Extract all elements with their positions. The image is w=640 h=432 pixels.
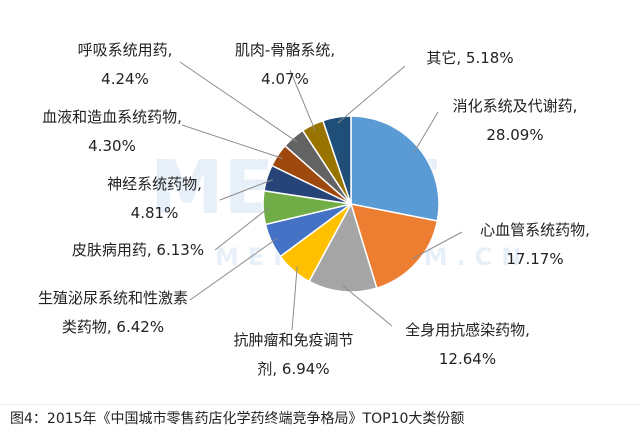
data-label: 肌肉-骨骼系统, 4.07% <box>234 41 336 88</box>
data-label: 生殖泌尿系统和性激素类药物, 6.42% <box>38 289 189 336</box>
data-label: 心血管系统药物, 17.17% <box>480 221 590 268</box>
pie-slice <box>321 115 352 205</box>
leader-line <box>342 285 393 327</box>
leader-line <box>189 238 277 301</box>
pie-slice <box>349 203 439 290</box>
data-label: 神经系统药物, 4.81% <box>107 175 202 222</box>
data-label: 呼吸系统用药, 4.24% <box>77 41 173 88</box>
data-label: 抗肿瘤和免疫调节剂, 6.94% <box>233 331 354 378</box>
data-label: 全身用抗感染药物, 12.64% <box>405 321 530 368</box>
data-label: 皮肤病用药, 6.13% <box>71 241 205 259</box>
leader-line <box>413 111 439 153</box>
leader-line <box>289 69 316 131</box>
leader-line <box>214 207 270 251</box>
pie-slice <box>350 115 440 222</box>
leader-line <box>181 124 283 159</box>
leader-line <box>411 231 463 260</box>
leader-line <box>337 65 406 124</box>
data-label: 其它, 5.18% <box>426 49 514 67</box>
data-label: 消化系统及代谢药, 28.09% <box>452 97 578 144</box>
pie-slice <box>308 202 378 293</box>
leader-line <box>219 179 273 201</box>
leader-line <box>291 265 298 331</box>
leader-line <box>179 61 298 143</box>
data-label: 血液和造血系统药物, 4.30% <box>42 108 182 155</box>
chart-caption: 图4：2015年《中国城市零售药店化学药终端竞争格局》TOP10大类份额 <box>0 404 640 432</box>
